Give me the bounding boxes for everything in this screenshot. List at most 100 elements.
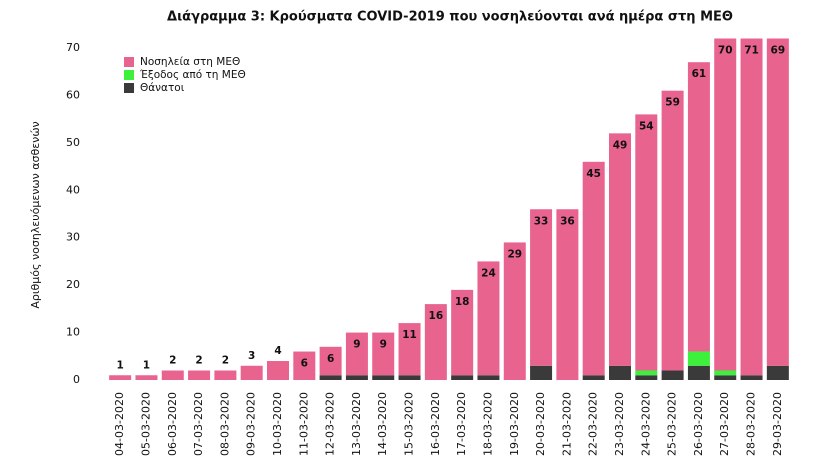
bar-segment [740, 38, 763, 376]
bar-segment [214, 370, 237, 380]
x-tick-label: 11-03-2020 [297, 392, 310, 456]
x-tick-label: 10-03-2020 [271, 392, 284, 456]
bar-segment [267, 361, 289, 380]
bar-segment [451, 375, 474, 380]
legend-label: Θάνατοι [140, 82, 185, 94]
bar-segment [319, 346, 342, 376]
bar-segment [687, 351, 710, 366]
bar-segment [609, 365, 631, 380]
value-label: 1 [143, 359, 150, 371]
x-tick-label: 22-03-2020 [587, 392, 600, 456]
bar-segment [372, 375, 395, 380]
bar-segment [503, 242, 526, 380]
bar-segment [661, 370, 684, 380]
bar-segment [740, 375, 763, 380]
x-tick-label: 17-03-2020 [455, 392, 468, 456]
x-tick-label: 14-03-2020 [376, 392, 389, 456]
y-tick-label: 50 [66, 136, 80, 149]
x-tick-label: 05-03-2020 [139, 392, 152, 456]
bar-segment [188, 370, 211, 380]
bar-segment [714, 38, 737, 371]
bar-segment [687, 62, 710, 352]
value-label: 18 [455, 296, 470, 308]
bar-segment [398, 323, 421, 376]
value-label: 59 [665, 97, 680, 109]
value-label: 61 [692, 68, 707, 80]
bar-segment [530, 209, 553, 366]
value-label: 24 [481, 267, 496, 279]
bar-segment [477, 375, 500, 380]
x-tick-label: 12-03-2020 [324, 392, 337, 456]
bar-segment [477, 261, 500, 376]
value-label: 36 [560, 215, 575, 227]
value-label: 11 [402, 329, 417, 341]
legend-swatch [124, 70, 134, 80]
y-tick-label: 20 [66, 278, 80, 291]
x-tick-label: 25-03-2020 [666, 392, 679, 456]
value-label: 33 [534, 215, 549, 227]
value-label: 6 [327, 353, 334, 365]
bar-segment [714, 375, 737, 380]
x-tick-label: 06-03-2020 [166, 392, 179, 456]
x-tick-label: 15-03-2020 [403, 392, 416, 456]
chart-title: Διάγραμμα 3: Κρούσματα COVID-2019 που νο… [167, 10, 733, 25]
value-label: 69 [771, 45, 786, 57]
value-label: 2 [169, 355, 176, 367]
x-tick-label: 21-03-2020 [560, 392, 573, 456]
x-tick-label: 08-03-2020 [218, 392, 231, 456]
bar-segment [372, 332, 395, 376]
bar-segment [345, 375, 368, 380]
legend-label: Έξοδος από τη ΜΕΘ [139, 69, 246, 81]
x-tick-label: 09-03-2020 [245, 392, 258, 456]
value-label: 16 [429, 310, 444, 322]
bar-segment [609, 133, 631, 366]
x-tick-label: 26-03-2020 [692, 392, 705, 456]
value-label: 9 [380, 339, 387, 351]
legend-label: Νοσηλεία στη ΜΕΘ [140, 56, 240, 68]
y-tick-label: 60 [66, 88, 80, 101]
bar-segment [714, 370, 737, 376]
value-label: 6 [301, 358, 308, 370]
x-tick-label: 18-03-2020 [481, 392, 494, 456]
value-label: 1 [116, 359, 123, 371]
bar-segment [635, 375, 658, 380]
value-label: 70 [718, 45, 733, 57]
value-label: 54 [639, 120, 654, 132]
value-label: 3 [248, 350, 255, 362]
x-tick-label: 27-03-2020 [718, 392, 731, 456]
bar-segment [161, 370, 184, 380]
x-tick-label: 07-03-2020 [192, 392, 205, 456]
bar-segment [293, 351, 316, 380]
bar-segment [398, 375, 421, 380]
bar-segment [240, 365, 263, 380]
x-tick-label: 13-03-2020 [350, 392, 363, 456]
bar-segment [109, 375, 132, 380]
legend-swatch [124, 57, 134, 67]
value-label: 4 [274, 345, 281, 357]
x-tick-label: 24-03-2020 [639, 392, 652, 456]
bar-segment [635, 370, 658, 376]
y-tick-label: 10 [66, 326, 80, 339]
bar-segment [635, 114, 658, 371]
value-label: 2 [195, 355, 202, 367]
bar-segment [556, 209, 579, 380]
y-axis-label: Αριθμός νοσηλευόμενων ασθενών [29, 121, 42, 308]
bar-segment [766, 365, 789, 380]
x-tick-label: 19-03-2020 [508, 392, 521, 456]
value-label: 49 [613, 139, 628, 151]
bar-segment [319, 375, 342, 380]
bar-segment [345, 332, 368, 376]
legend-swatch [124, 83, 134, 93]
x-tick-label: 20-03-2020 [534, 392, 547, 456]
x-tick-label: 16-03-2020 [429, 392, 442, 456]
bar-segment [582, 161, 605, 376]
value-label: 29 [507, 248, 522, 260]
bar-segment [687, 365, 710, 380]
value-label: 2 [222, 355, 229, 367]
bar-segment [661, 90, 684, 371]
bar-segment [530, 365, 553, 380]
bar-segment [135, 375, 158, 380]
x-tick-label: 23-03-2020 [613, 392, 626, 456]
y-tick-label: 30 [66, 231, 80, 244]
